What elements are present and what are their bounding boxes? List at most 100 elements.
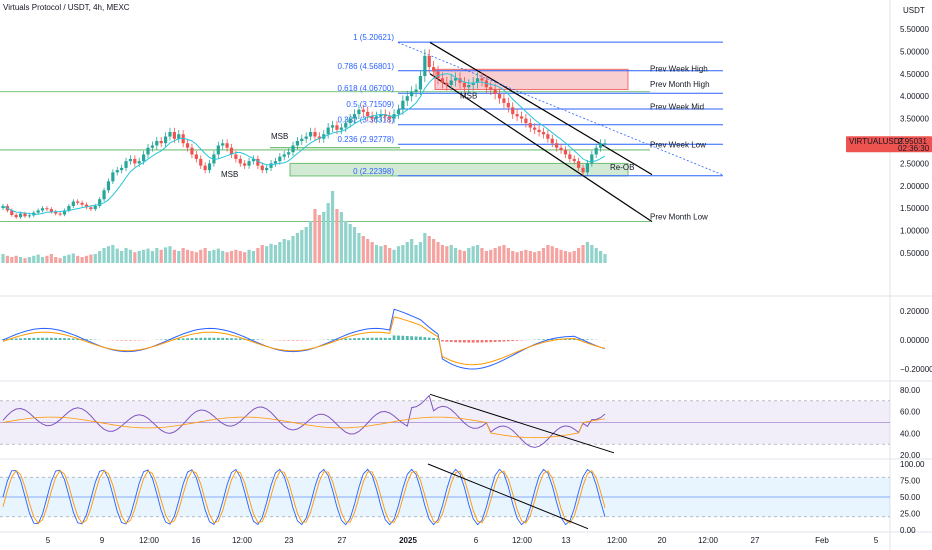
volume-bar	[594, 248, 598, 263]
volume-bar	[528, 251, 532, 263]
candle	[23, 213, 27, 217]
time-tick: 16	[192, 536, 201, 545]
candle	[396, 109, 401, 115]
candle	[150, 145, 155, 148]
candle	[260, 165, 264, 171]
macd-tick: −0.20000	[900, 365, 932, 374]
volume-bar	[54, 257, 58, 263]
volume-bar	[23, 258, 27, 263]
candle	[190, 147, 194, 155]
candle	[440, 78, 445, 83]
signal-line	[2, 316, 606, 366]
volume-bar	[115, 248, 119, 263]
candle	[541, 132, 546, 135]
macd-histogram-bar	[216, 337, 220, 340]
candle	[480, 78, 484, 81]
macd-histogram-bar	[85, 339, 88, 340]
candle	[291, 145, 295, 153]
candle	[62, 210, 67, 215]
candle	[577, 161, 581, 168]
candle	[511, 107, 515, 115]
volume-bar	[45, 255, 49, 263]
time-tick: 2025	[399, 536, 417, 545]
currency-unit: USDT	[903, 6, 925, 15]
candle	[335, 125, 339, 130]
macd-histogram-bar	[199, 337, 203, 340]
macd-histogram-bar	[344, 338, 348, 340]
macd-histogram-bar	[454, 340, 457, 343]
volume-bar	[546, 245, 550, 263]
time-tick: 9	[100, 536, 105, 545]
candle	[40, 208, 45, 211]
macd-histogram-bar	[291, 340, 295, 341]
volume-bar	[282, 239, 286, 263]
macd-histogram-bar	[441, 340, 444, 342]
time-tick: 13	[562, 536, 571, 545]
macd-histogram-bar	[23, 338, 27, 340]
candle	[361, 109, 365, 112]
stoch-tick: 50.00	[900, 493, 921, 502]
candle	[326, 127, 330, 135]
volume-bar	[177, 251, 181, 263]
volume-bar	[80, 257, 84, 263]
volume-bar	[133, 252, 137, 263]
candle	[497, 93, 502, 99]
level-label: Prev Month High	[650, 80, 710, 89]
volume-bar	[163, 247, 168, 263]
rsi-tick: 60.00	[900, 408, 921, 417]
volume-bar	[93, 254, 97, 263]
time-tick: 12:00	[232, 536, 253, 545]
candle	[247, 161, 251, 166]
volume-bar	[352, 227, 357, 263]
candle	[590, 154, 594, 164]
volume-bar	[423, 233, 427, 263]
candle	[168, 132, 172, 137]
volume-bar	[370, 242, 374, 263]
volume-bar	[550, 246, 554, 263]
volume-bar	[14, 255, 18, 263]
macd-histogram-bar	[436, 338, 440, 340]
macd-histogram-bar	[366, 337, 370, 340]
level-labels: Prev Week High Prev Month High Prev Week M…	[221, 65, 710, 222]
candle	[537, 129, 541, 133]
volume-bar	[287, 240, 291, 263]
candle	[155, 141, 159, 146]
volume-bar	[300, 230, 304, 263]
volume-bar	[467, 248, 471, 263]
candle	[352, 114, 357, 119]
macd-histogram-bar	[445, 340, 449, 342]
channel-upper	[429, 41, 653, 176]
volume-bar	[524, 249, 528, 263]
candle	[238, 158, 242, 164]
volume-bar	[269, 243, 273, 263]
time-tick: 27	[751, 536, 760, 545]
macd-histogram-bar	[357, 338, 361, 340]
candle	[410, 91, 414, 97]
indicators	[0, 308, 890, 530]
candle	[133, 158, 137, 164]
macd-histogram-bar	[41, 337, 44, 340]
macd-histogram-bar	[458, 340, 462, 343]
candle	[304, 136, 308, 139]
macd-histogram-bar	[67, 338, 71, 340]
volume-bar	[440, 245, 445, 263]
candle	[572, 158, 576, 162]
candle	[216, 145, 220, 155]
volume-bar	[322, 212, 326, 263]
macd-histogram-bar	[124, 340, 128, 341]
volume-bar	[388, 248, 392, 263]
candle	[493, 89, 497, 94]
candle	[524, 118, 528, 124]
volume-bar	[519, 251, 524, 263]
volume-bar	[49, 254, 53, 263]
candle	[550, 138, 554, 144]
macd-histogram-bar	[353, 338, 356, 340]
macd-histogram-bar	[449, 340, 453, 343]
volume-bar	[396, 246, 401, 263]
macd-histogram-bar	[335, 338, 339, 340]
price-tick: 2.00000	[900, 182, 929, 191]
time-tick: Feb	[815, 536, 829, 545]
volume-bar	[577, 248, 581, 263]
macd-histogram-bar	[19, 338, 22, 340]
